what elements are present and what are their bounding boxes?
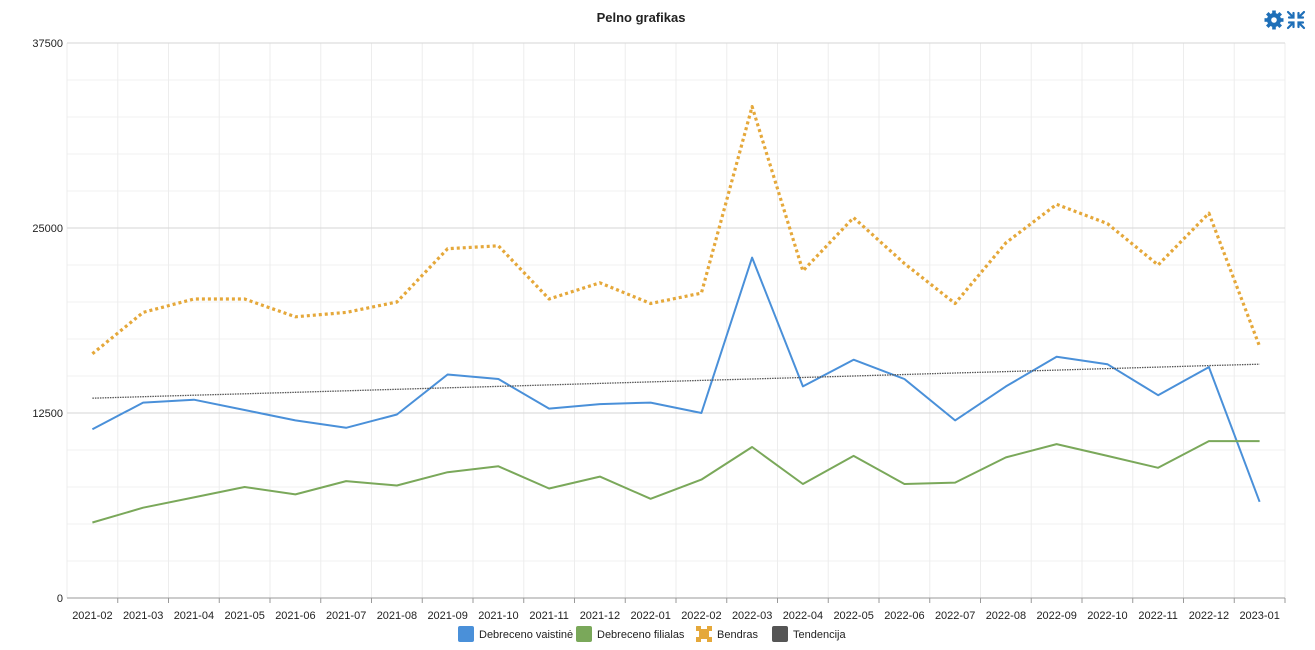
x-tick-label: 2022-10 <box>1087 610 1127 622</box>
y-tick-label: 0 <box>57 593 63 605</box>
legend[interactable]: Debreceno vaistinė Debreceno filialas Bend… <box>458 626 846 642</box>
x-tick-label: 2021-07 <box>326 610 366 622</box>
y-tick-label: 25000 <box>32 223 63 235</box>
x-tick-label: 2022-11 <box>1138 610 1178 622</box>
legend-swatch-notch <box>701 639 707 642</box>
x-tick-label: 2022-09 <box>1036 610 1076 622</box>
legend-swatch <box>696 626 712 642</box>
grid <box>66 42 1286 599</box>
series-line-2[interactable] <box>92 440 1260 524</box>
series-lines <box>91 104 1262 524</box>
x-tick-label: 2021-06 <box>275 610 315 622</box>
x-tick-label: 2021-08 <box>377 610 417 622</box>
legend-item-1[interactable]: Debreceno vaistinė <box>458 626 573 642</box>
x-tick-label: 2021-02 <box>72 610 112 622</box>
legend-swatch-notch <box>696 631 699 637</box>
x-tick-label: 2022-06 <box>884 610 924 622</box>
x-tick-label: 2021-12 <box>580 610 620 622</box>
x-tick-label: 2021-10 <box>478 610 518 622</box>
x-tick-label: 2022-07 <box>935 610 975 622</box>
x-tick-label: 2021-09 <box>427 610 467 622</box>
legend-item-3[interactable]: Bendras <box>696 626 758 642</box>
x-tick-label: 2022-04 <box>783 610 823 622</box>
x-tick-label: 2022-03 <box>732 610 772 622</box>
x-tick-label: 2023-01 <box>1239 610 1279 622</box>
legend-item-4[interactable]: Tendencija <box>772 626 846 642</box>
legend-label: Bendras <box>717 629 758 641</box>
y-tick-label: 12500 <box>32 408 63 420</box>
legend-swatch <box>576 626 592 642</box>
series-line-4[interactable] <box>92 363 1260 399</box>
x-tick-label: 2021-11 <box>529 610 569 622</box>
x-tick-label: 2022-08 <box>986 610 1026 622</box>
x-tick-label: 2021-04 <box>174 610 214 622</box>
x-tick-label: 2021-03 <box>123 610 163 622</box>
x-tick-label: 2022-12 <box>1189 610 1229 622</box>
x-tick-label: 2022-02 <box>681 610 721 622</box>
series-line-3[interactable] <box>91 104 1262 356</box>
legend-swatch <box>772 626 788 642</box>
legend-label: Tendencija <box>793 629 846 641</box>
series-line-1[interactable] <box>91 256 1261 503</box>
compress-icon[interactable] <box>1286 10 1306 30</box>
x-tick-label: 2021-05 <box>224 610 264 622</box>
legend-swatch-notch <box>709 631 712 637</box>
x-tick-label: 2022-05 <box>833 610 873 622</box>
legend-swatch-notch <box>701 626 707 629</box>
legend-item-2[interactable]: Debreceno filialas <box>576 626 685 642</box>
chart-title: Pelno grafikas <box>597 10 686 25</box>
legend-swatch <box>458 626 474 642</box>
legend-label: Debreceno filialas <box>597 629 685 641</box>
y-tick-label: 37500 <box>32 38 63 50</box>
x-tick-label: 2022-01 <box>630 610 670 622</box>
legend-label: Debreceno vaistinė <box>479 629 573 641</box>
gear-icon[interactable] <box>1264 10 1284 30</box>
axes: 0 12500 25000 37500 2021-02 2021-03 2021-04 202… <box>32 38 1286 622</box>
